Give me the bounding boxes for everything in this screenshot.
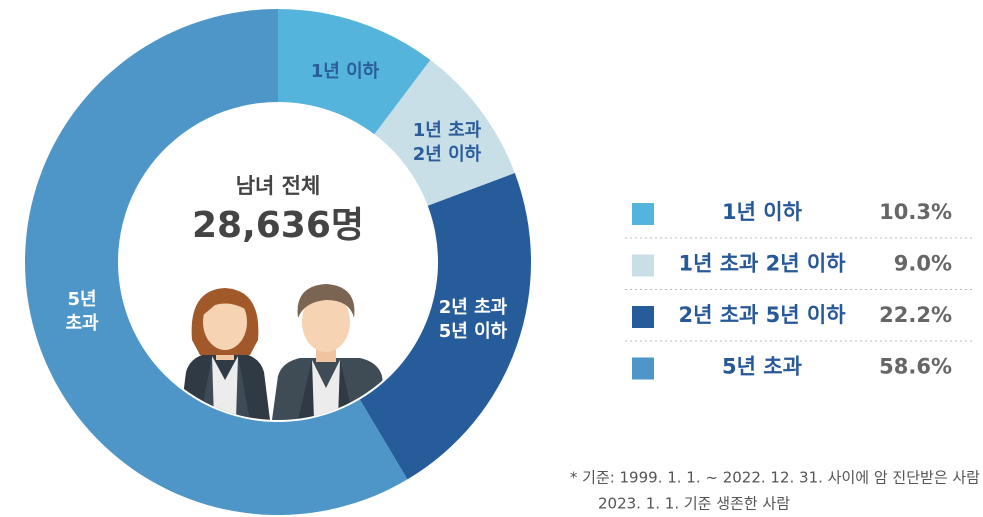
footnote: * 기준: 1999. 1. 1. ~ 2022. 12. 31. 사이에 암 …	[570, 469, 980, 487]
legend-swatch	[632, 203, 654, 225]
legend-value: 9.0%	[894, 252, 952, 276]
donut-slice	[278, 9, 431, 135]
center-value: 28,636명	[192, 205, 364, 246]
slice-label: 5년	[67, 289, 96, 310]
legend-value: 22.2%	[879, 303, 952, 327]
slice-label: 1년 초과	[413, 120, 482, 141]
footnote: 2023. 1. 1. 기준 생존한 사람	[598, 495, 790, 513]
legend-value: 10.3%	[879, 200, 952, 224]
legend-label: 2년 초과 5년 이하	[678, 303, 846, 327]
legend-label: 5년 초과	[722, 355, 802, 379]
legend-swatch	[632, 306, 654, 328]
slice-label: 초과	[65, 313, 99, 334]
slice-label: 2년 초과	[439, 297, 508, 318]
legend-label: 1년 이하	[722, 200, 803, 224]
donut-slice	[25, 9, 408, 515]
people-icon	[180, 284, 388, 420]
legend-swatch	[632, 357, 654, 380]
center-title: 남녀 전체	[236, 174, 321, 198]
donut-slice	[374, 60, 515, 206]
slice-label: 2년 이하	[413, 144, 482, 165]
legend-swatch	[632, 254, 654, 277]
donut-slice	[359, 173, 532, 480]
legend: 1년 이하 10.3% 1년 초과 2년 이하 9.0% 2년 초과 5년 이하 22.2…	[625, 200, 975, 380]
legend-value: 58.6%	[879, 355, 952, 379]
slice-label: 5년 이하	[439, 321, 508, 342]
slice-label: 1년 이하	[311, 61, 380, 82]
legend-label: 1년 초과 2년 이하	[678, 252, 846, 276]
